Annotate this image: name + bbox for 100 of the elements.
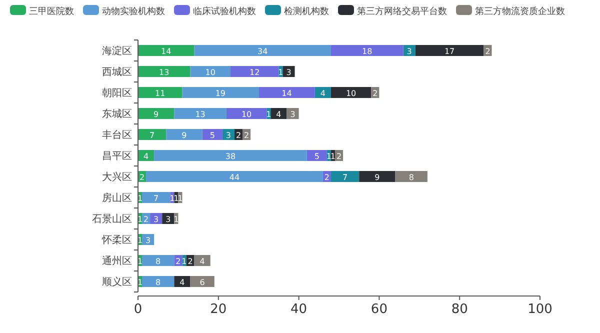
data-label: 2 bbox=[139, 173, 145, 182]
data-label: 1 bbox=[174, 194, 179, 203]
data-label: 14 bbox=[161, 47, 172, 56]
data-label: 8 bbox=[156, 278, 161, 287]
data-label: 1 bbox=[266, 110, 272, 119]
data-label: 17 bbox=[444, 47, 455, 56]
data-label: 2 bbox=[336, 152, 342, 161]
bar bbox=[138, 66, 190, 77]
y-tick-label: 石景山区 bbox=[92, 213, 132, 225]
data-label: 3 bbox=[154, 215, 159, 224]
data-label: 3 bbox=[226, 131, 231, 140]
legend-label: 第三方网络交易平台数 bbox=[357, 6, 447, 17]
data-label: 12 bbox=[249, 68, 260, 77]
bar bbox=[154, 150, 307, 161]
bar bbox=[314, 87, 331, 98]
data-label: 3 bbox=[146, 236, 151, 245]
bar bbox=[226, 108, 267, 119]
x-tick-label: 100 bbox=[528, 302, 552, 317]
data-label: 18 bbox=[362, 47, 372, 56]
data-label: 1 bbox=[137, 278, 143, 287]
data-label: 13 bbox=[159, 68, 170, 77]
data-label: 7 bbox=[154, 194, 159, 203]
y-tick-label: 西城区 bbox=[102, 66, 132, 78]
bar bbox=[146, 171, 323, 182]
data-label: 2 bbox=[244, 131, 250, 140]
bar bbox=[359, 171, 396, 182]
data-label: 10 bbox=[346, 89, 356, 98]
data-label: 3 bbox=[166, 215, 171, 224]
data-label: 1 bbox=[137, 257, 143, 266]
data-label: 1 bbox=[178, 194, 183, 203]
data-label: 3 bbox=[406, 47, 412, 56]
data-label: 1 bbox=[278, 68, 284, 77]
data-label: 2 bbox=[143, 215, 149, 224]
bar bbox=[330, 45, 404, 56]
data-label: 4 bbox=[320, 89, 326, 98]
data-label: 2 bbox=[236, 131, 242, 140]
y-tick-label: 东城区 bbox=[102, 108, 132, 120]
data-label: 7 bbox=[150, 131, 155, 140]
bar bbox=[138, 129, 166, 140]
bar bbox=[258, 87, 315, 98]
data-label: 3 bbox=[286, 68, 292, 77]
bar bbox=[194, 255, 210, 266]
y-tick-label: 大兴区 bbox=[102, 171, 132, 183]
data-label: 1 bbox=[137, 215, 143, 224]
bar bbox=[282, 66, 295, 77]
bar bbox=[286, 108, 299, 119]
bar bbox=[395, 171, 428, 182]
data-label: 1 bbox=[137, 236, 143, 245]
data-label: 38 bbox=[225, 152, 236, 161]
data-label: 2 bbox=[188, 257, 193, 266]
data-label: 1 bbox=[170, 194, 175, 203]
bar bbox=[138, 87, 182, 98]
y-tick-label: 通州区 bbox=[102, 255, 132, 267]
data-label: 4 bbox=[276, 110, 282, 119]
bar bbox=[190, 66, 230, 77]
data-label: 9 bbox=[154, 110, 159, 119]
bar bbox=[270, 108, 287, 119]
y-tick-label: 朝阳区 bbox=[102, 87, 132, 99]
data-label: 1 bbox=[330, 152, 336, 161]
bar bbox=[174, 108, 226, 119]
data-label: 4 bbox=[200, 257, 205, 266]
x-tick-label: 40 bbox=[290, 302, 308, 317]
bar bbox=[138, 108, 174, 119]
data-label: 2 bbox=[324, 173, 330, 182]
data-label: 14 bbox=[282, 89, 292, 98]
data-label: 19 bbox=[215, 89, 226, 98]
data-label: 6 bbox=[200, 278, 205, 287]
data-label: 5 bbox=[210, 131, 215, 140]
bar bbox=[138, 45, 194, 56]
y-tick-label: 海淀区 bbox=[102, 45, 132, 57]
data-label: 11 bbox=[155, 89, 166, 98]
data-label: 10 bbox=[241, 110, 252, 119]
legend-label: 三甲医院数 bbox=[29, 6, 74, 17]
bar bbox=[230, 66, 279, 77]
bar bbox=[174, 276, 190, 287]
data-label: 3 bbox=[290, 110, 296, 119]
x-tick-label: 60 bbox=[370, 302, 388, 317]
legend-label: 动物实验机构数 bbox=[102, 6, 165, 17]
bar bbox=[182, 87, 259, 98]
y-tick-label: 房山区 bbox=[102, 192, 132, 204]
data-label: 34 bbox=[258, 47, 268, 56]
bar bbox=[306, 150, 327, 161]
y-tick-label: 怀柔区 bbox=[101, 234, 132, 246]
y-tick-label: 丰台区 bbox=[102, 129, 132, 141]
data-label: 8 bbox=[156, 257, 161, 266]
data-label: 1 bbox=[182, 257, 187, 266]
data-label: 2 bbox=[176, 257, 181, 266]
bar bbox=[415, 45, 484, 56]
legend-label: 检测机构数 bbox=[284, 6, 329, 17]
data-label: 9 bbox=[182, 131, 187, 140]
bar bbox=[190, 276, 214, 287]
data-label: 2 bbox=[485, 47, 490, 56]
x-tick-label: 80 bbox=[451, 302, 468, 317]
data-label: 7 bbox=[342, 173, 348, 182]
data-label: 9 bbox=[374, 173, 380, 182]
data-label: 44 bbox=[229, 173, 240, 182]
legend-label: 第三方物流资质企业数 bbox=[475, 6, 565, 17]
data-label: 1 bbox=[137, 194, 143, 203]
data-label: 2 bbox=[372, 89, 378, 98]
x-tick-label: 0 bbox=[134, 302, 142, 317]
